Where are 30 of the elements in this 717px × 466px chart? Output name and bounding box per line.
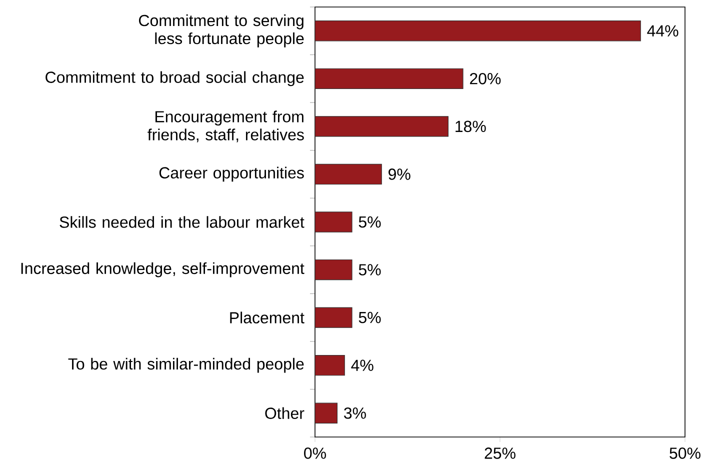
bar [314,20,641,42]
y-tick-label: Increased knowledge, self-improvement [21,262,304,278]
data-label: 5% [358,216,381,228]
data-label: 20% [470,73,501,84]
y-tick-label: Commitment to broad social change [46,71,304,86]
x-tick-label: 25% [484,448,516,459]
bar [314,212,352,232]
x-tick-label: 0% [304,448,326,459]
y-tick-label: Career opportunities [159,166,304,182]
data-label: 18% [456,120,486,132]
y-tick-label: Other [265,407,304,419]
bar [314,307,352,328]
bar [314,164,382,185]
data-label: 5% [358,264,381,276]
y-tick-label: Encouragement from friends, staff, relatives [148,110,304,142]
bar [314,68,464,89]
bar [314,402,338,424]
bar [314,259,352,280]
y-tick-label: To be with similar-minded people [68,358,304,373]
y-tick-label: Skills needed in the labour market [60,216,304,228]
data-label: 9% [388,168,410,180]
bar [314,355,345,376]
data-label: 5% [358,312,381,324]
bar [314,116,448,137]
x-tick-label: 50% [670,448,700,459]
data-label: 4% [351,360,374,371]
y-tick-label: Commitment to serving less fortunate people [139,14,304,48]
data-label: 3% [344,407,366,419]
y-tick-label: Placement [230,312,304,324]
data-label: 44% [647,25,678,36]
